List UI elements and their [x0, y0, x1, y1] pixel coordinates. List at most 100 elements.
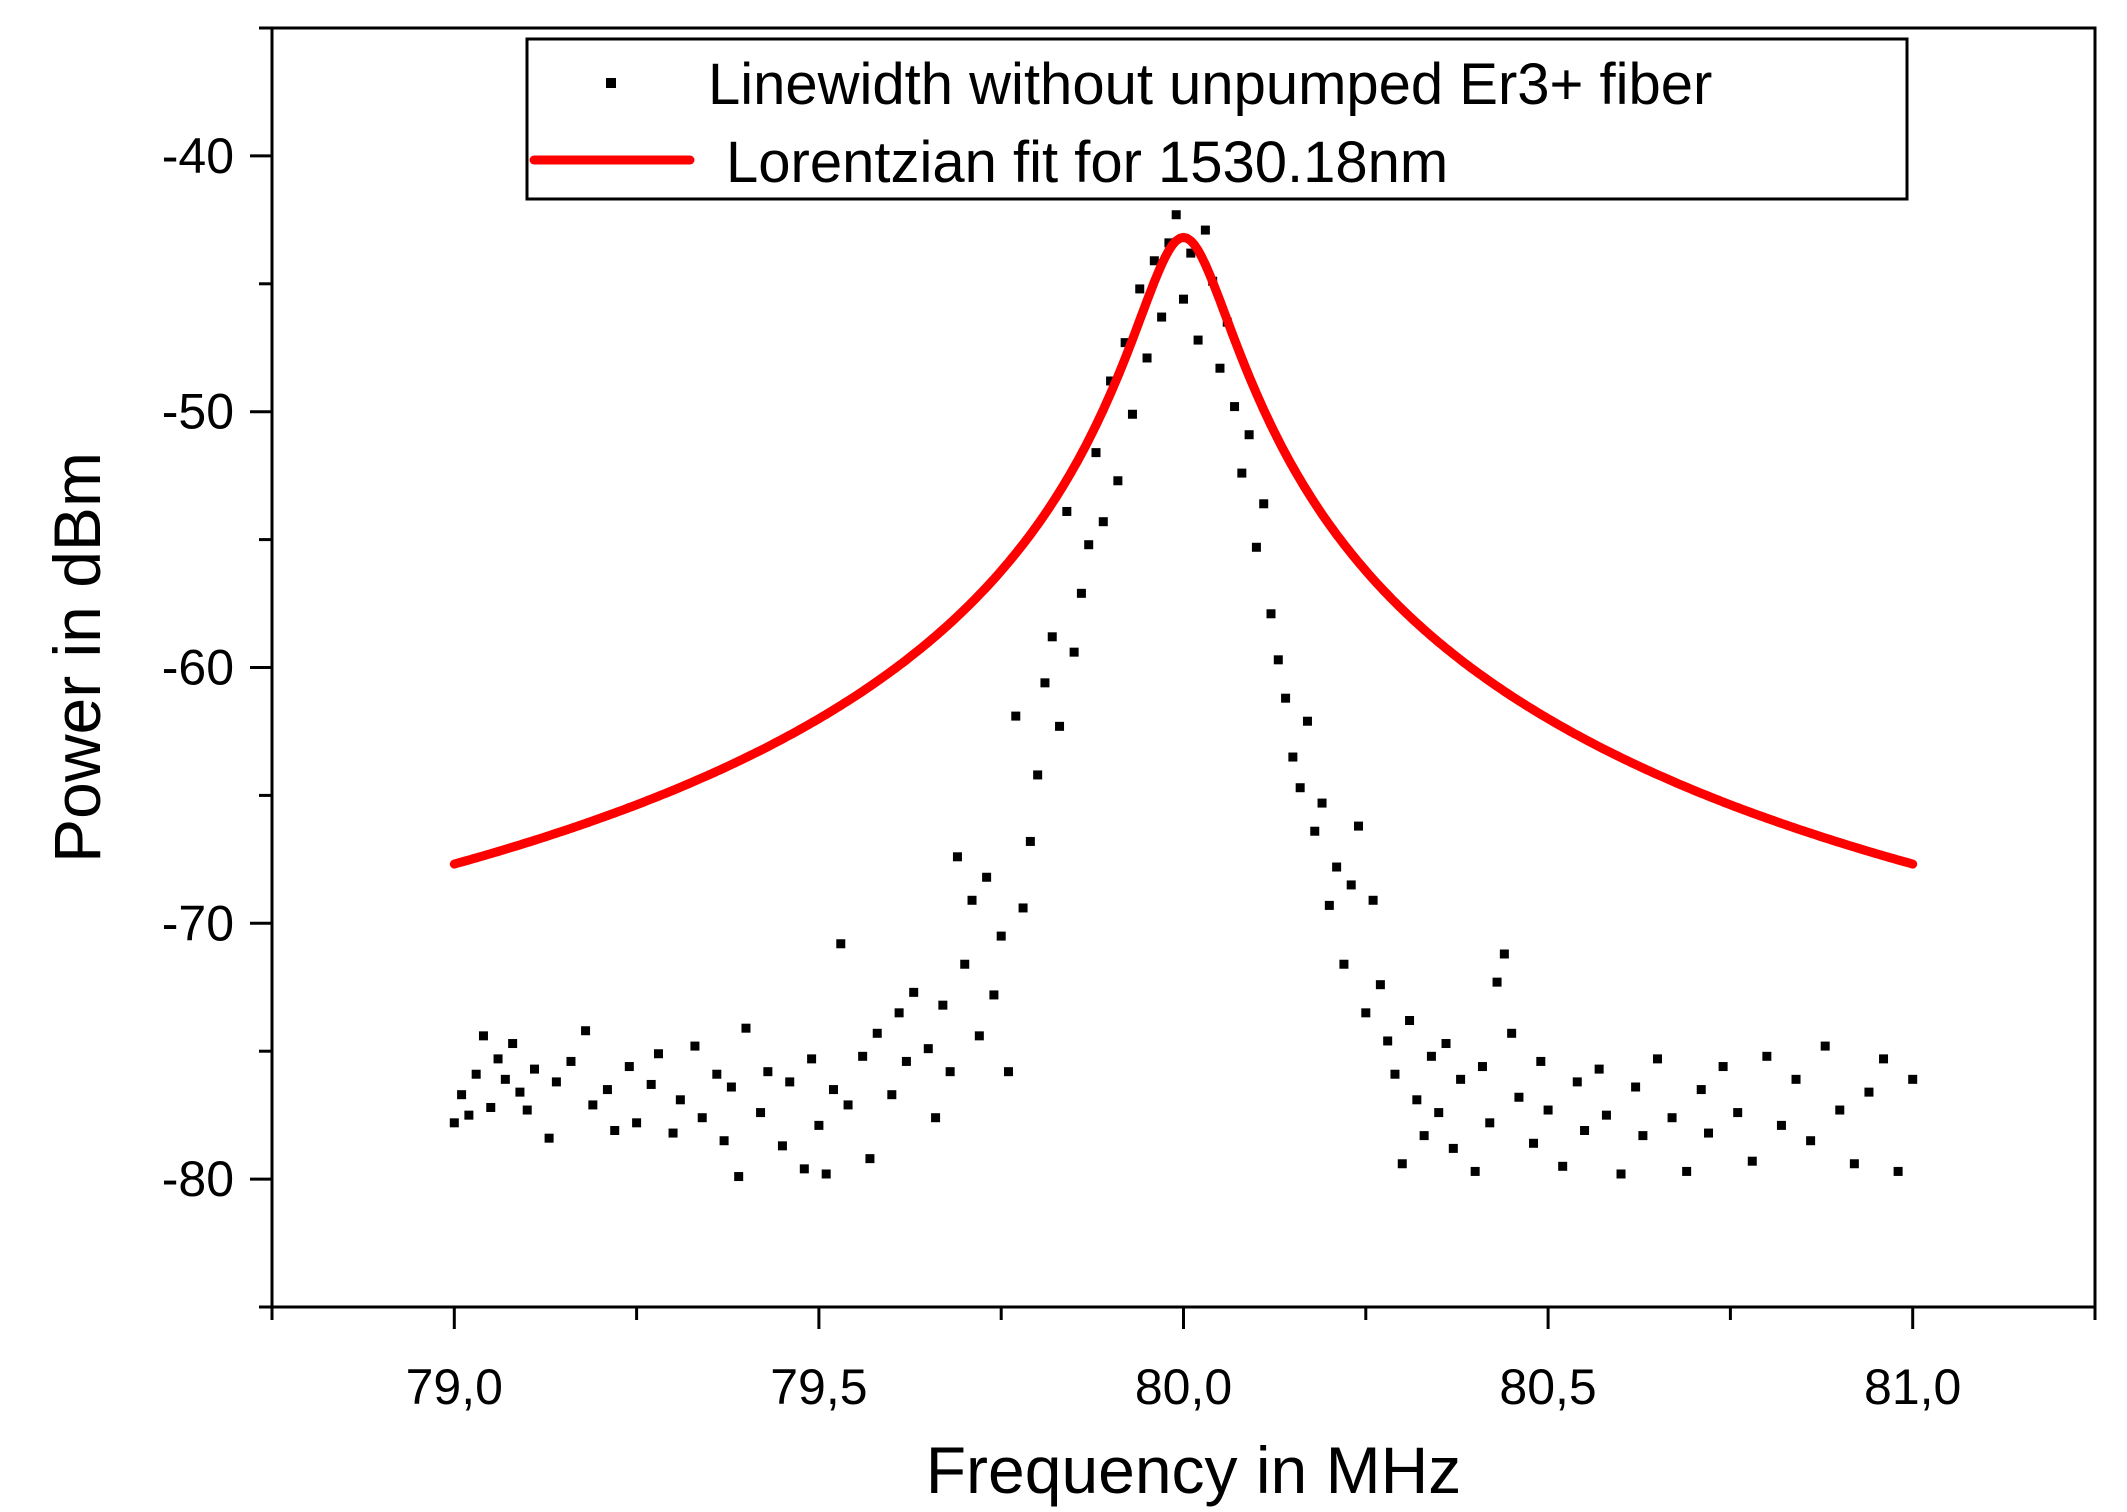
data-point: [1492, 977, 1502, 987]
data-point: [1332, 862, 1342, 872]
data-point: [1193, 335, 1203, 345]
data-point: [1368, 895, 1378, 905]
data-point: [1426, 1051, 1436, 1061]
data-point: [1281, 693, 1291, 703]
y-axis-title: Power in dBm: [40, 452, 114, 863]
data-point: [807, 1054, 817, 1064]
x-tick-label: 80,5: [1499, 1359, 1596, 1415]
data-point: [1266, 609, 1276, 619]
axes: 79,0 79,5 80,0 80,5 81,0 -40 -50 -60 -70 -80 Frequ…: [40, 26, 2097, 1507]
data-point: [1317, 798, 1327, 808]
data-point: [457, 1090, 467, 1100]
y-tick-label: -60: [162, 640, 234, 696]
data-point: [1434, 1108, 1444, 1118]
data-point: [1820, 1041, 1830, 1051]
data-point: [1295, 783, 1305, 793]
data-point: [945, 1067, 955, 1077]
data-point: [938, 1000, 948, 1010]
data-point: [1186, 248, 1196, 258]
data-point: [1244, 430, 1254, 440]
data-point: [1456, 1074, 1466, 1084]
data-point: [1003, 1067, 1013, 1077]
data-point: [1055, 721, 1065, 731]
data-point: [1682, 1166, 1692, 1176]
data-point: [1908, 1074, 1918, 1084]
data-point: [1470, 1166, 1480, 1176]
data-point: [1113, 476, 1123, 486]
data-point: [1543, 1105, 1553, 1115]
data-point: [1302, 716, 1312, 726]
data-point: [1361, 1008, 1371, 1018]
data-point: [719, 1136, 729, 1146]
data-point: [464, 1110, 474, 1120]
data-point: [814, 1120, 824, 1130]
data-point: [1018, 903, 1028, 913]
data-point: [508, 1039, 518, 1049]
data-point: [1514, 1092, 1524, 1102]
data-point: [1696, 1085, 1706, 1095]
data-point: [1375, 980, 1385, 990]
data-point: [1011, 711, 1021, 721]
data-point: [1631, 1082, 1641, 1092]
data-point: [1346, 880, 1356, 890]
data-point: [1237, 468, 1247, 478]
data-point: [500, 1074, 510, 1084]
data-point: [624, 1062, 634, 1072]
data-point: [471, 1069, 481, 1079]
data-point: [1149, 256, 1159, 266]
data-point: [741, 1023, 751, 1033]
data-point: [858, 1051, 868, 1061]
x-tick-label: 81,0: [1864, 1359, 1961, 1415]
data-point: [1594, 1064, 1604, 1074]
data-point: [989, 990, 999, 1000]
data-point: [960, 959, 970, 969]
data-point: [1383, 1036, 1393, 1046]
data-point: [588, 1100, 598, 1110]
data-point: [1558, 1161, 1568, 1171]
data-point: [602, 1085, 612, 1095]
data-point: [1390, 1069, 1400, 1079]
data-point: [675, 1095, 685, 1105]
data-point: [1120, 338, 1130, 348]
x-tick-label: 80,0: [1135, 1359, 1232, 1415]
data-point: [909, 987, 919, 997]
data-point: [865, 1154, 875, 1164]
data-point: [1171, 210, 1181, 220]
fit-curve: [449, 232, 1918, 869]
data-point: [1507, 1028, 1517, 1038]
data-point: [1572, 1077, 1582, 1087]
data-point: [712, 1069, 722, 1079]
data-point: [493, 1054, 503, 1064]
data-point: [1230, 402, 1240, 412]
data-point: [726, 1082, 736, 1092]
data-point: [690, 1041, 700, 1051]
data-point: [1062, 506, 1072, 516]
data-point: [1776, 1120, 1786, 1130]
data-point: [1135, 284, 1145, 294]
data-point: [1157, 312, 1167, 322]
data-point: [522, 1105, 532, 1115]
data-point: [668, 1128, 678, 1138]
data-point: [836, 939, 846, 949]
data-point: [478, 1031, 488, 1041]
data-point: [1200, 225, 1210, 235]
data-point: [646, 1079, 656, 1089]
data-point: [581, 1026, 591, 1036]
x-axis-title: Frequency in MHz: [926, 1433, 1462, 1507]
y-tick-label: -70: [162, 895, 234, 951]
data-point: [1718, 1062, 1728, 1072]
data-point: [1835, 1105, 1845, 1115]
data-point: [1638, 1131, 1648, 1141]
data-point: [1806, 1136, 1816, 1146]
data-point: [1405, 1016, 1415, 1026]
data-point: [530, 1064, 540, 1074]
data-point: [1354, 821, 1364, 831]
data-point: [610, 1125, 620, 1135]
data-point: [894, 1008, 904, 1018]
data-point: [1529, 1138, 1539, 1148]
data-point: [843, 1100, 853, 1110]
data-point: [1076, 588, 1086, 598]
y-tick-label: -80: [162, 1151, 234, 1207]
